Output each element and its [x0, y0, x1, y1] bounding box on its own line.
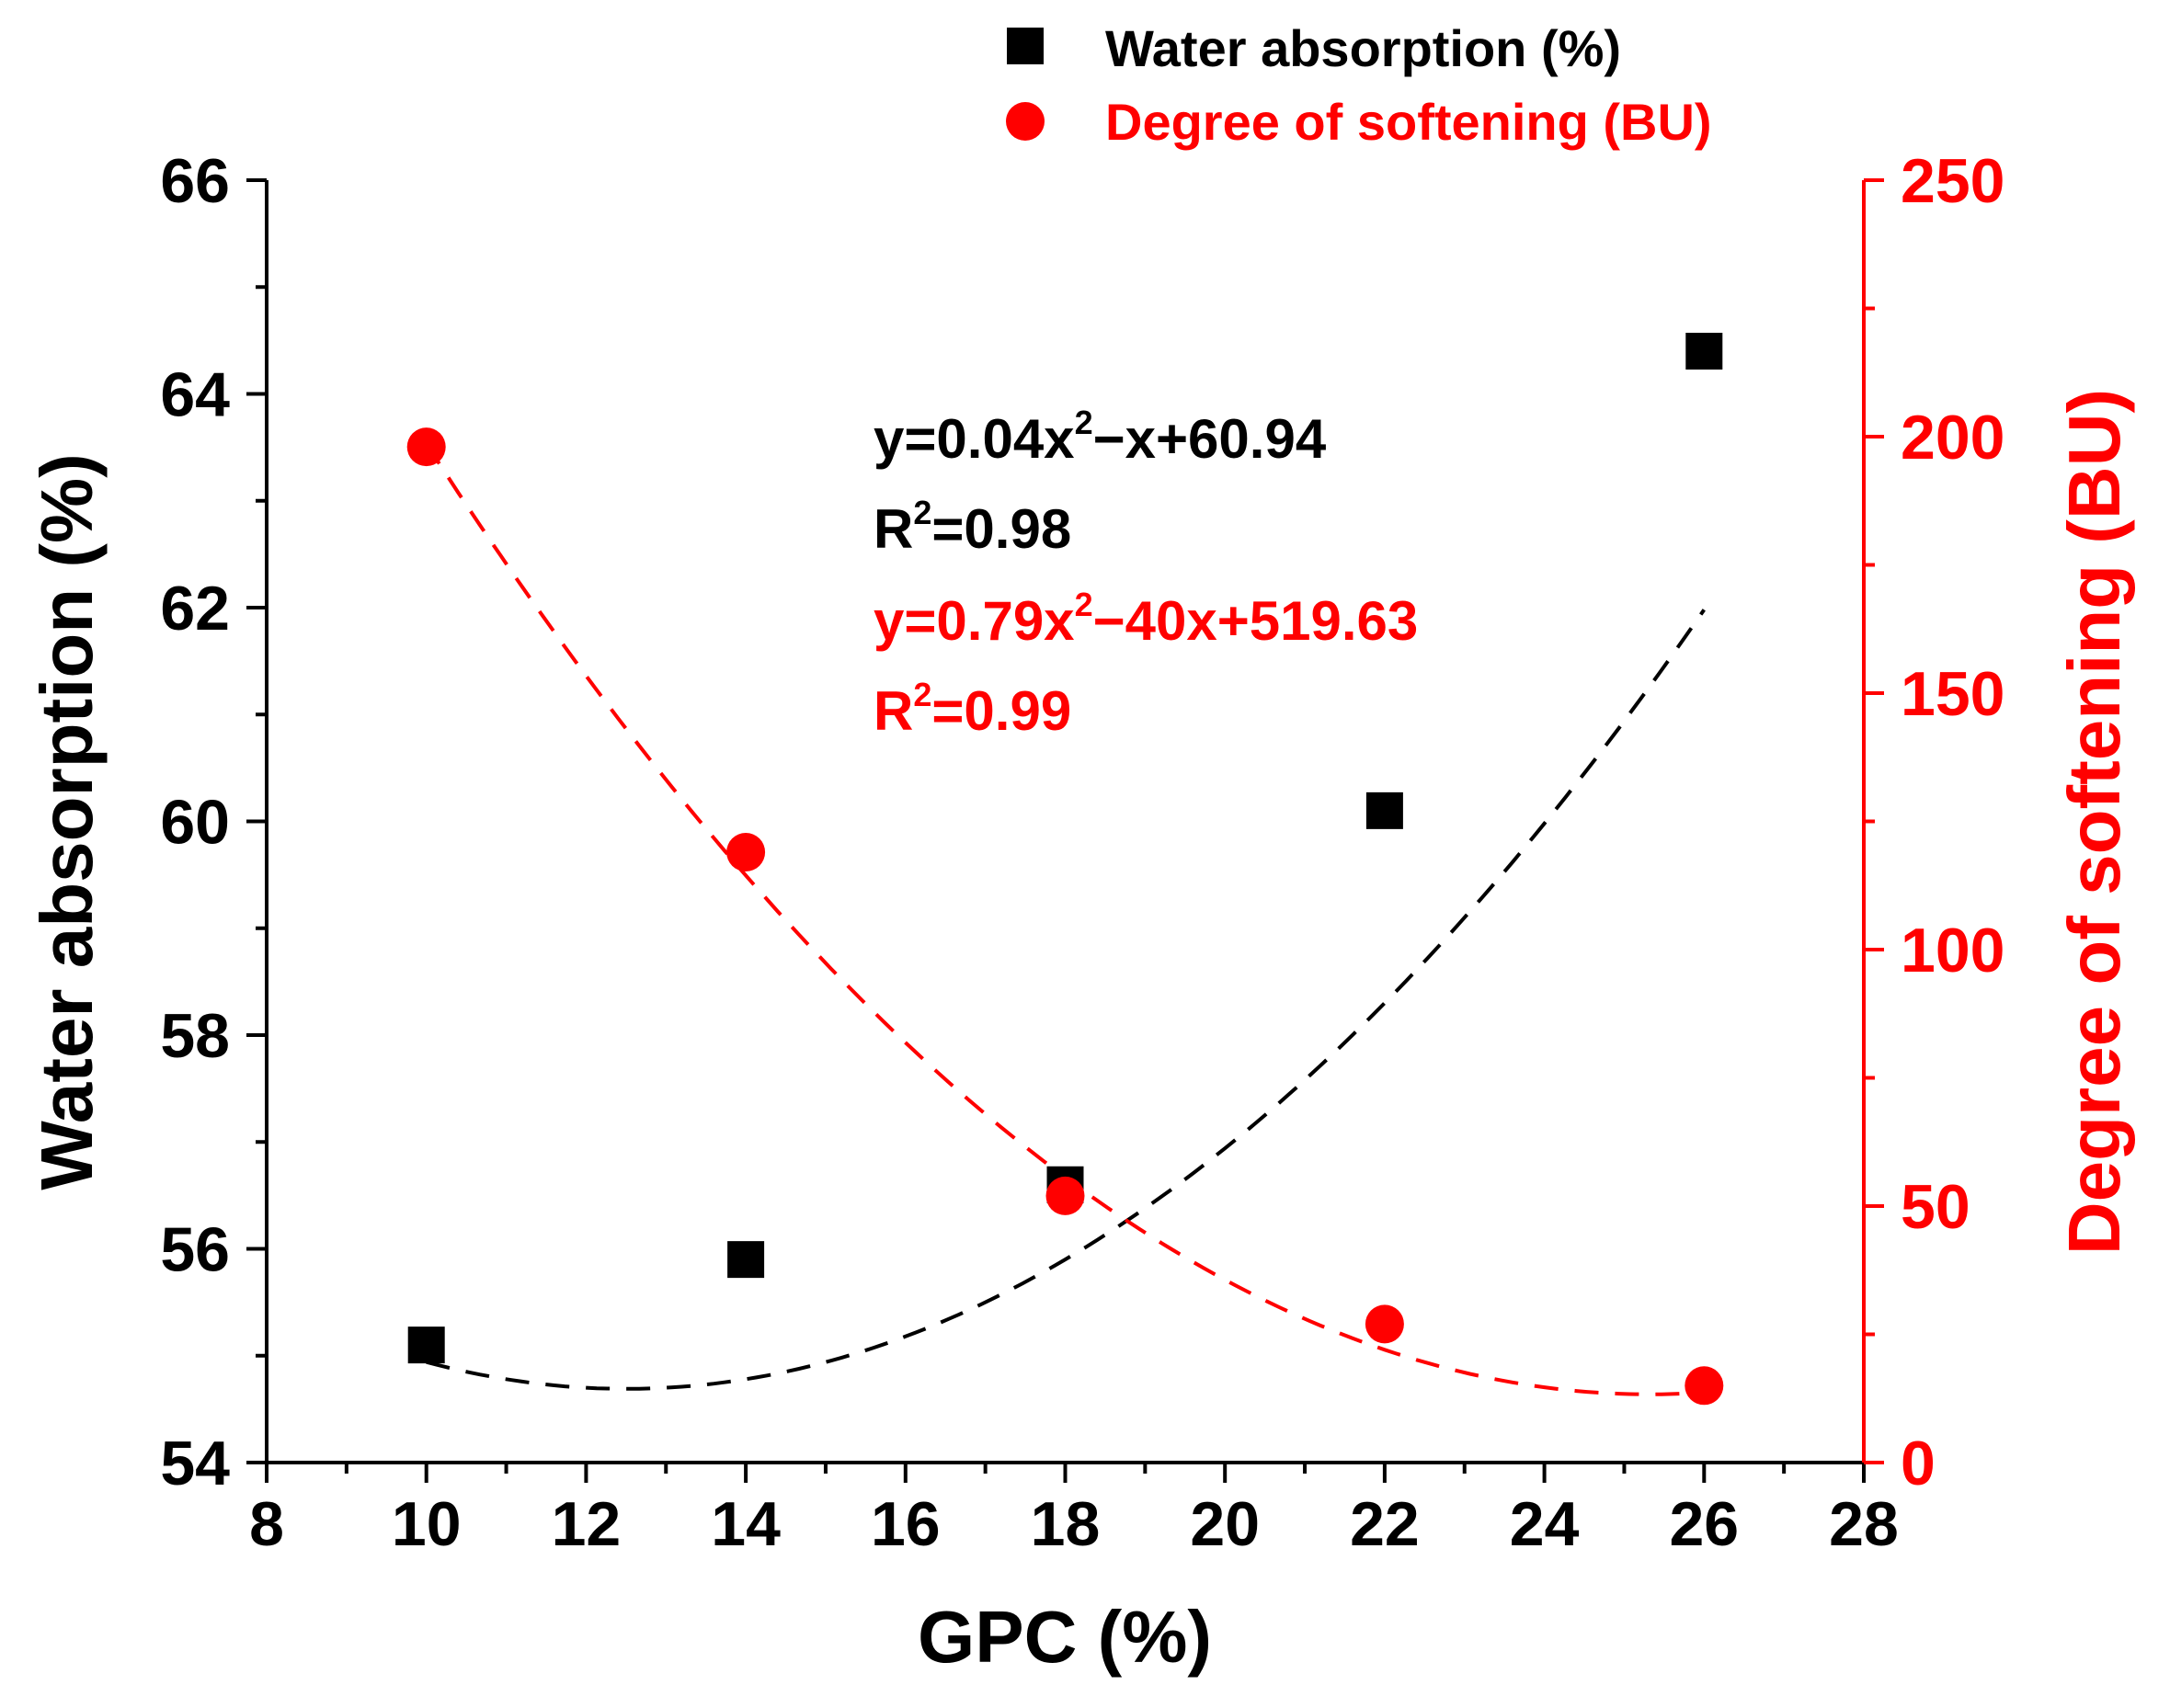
- x-tick-label: 26: [1669, 1489, 1739, 1559]
- y2-axis-title: Degree of softening (BU): [2053, 389, 2135, 1255]
- x-tick-label: 16: [871, 1489, 941, 1559]
- x-tick-label: 10: [392, 1489, 462, 1559]
- softening-point: [1045, 1176, 1085, 1215]
- softening-fit-curve: [425, 442, 1705, 1396]
- x-ticks: 8 10 12 14 16 18 20 22 24 26 28: [249, 1463, 1899, 1559]
- y2-tick-label: 0: [1901, 1429, 1936, 1498]
- legend-circle-marker: [1006, 102, 1045, 141]
- r2-water: R2=0.98: [874, 494, 1071, 560]
- x-tick-label: 24: [1510, 1489, 1580, 1559]
- softening-point: [1365, 1304, 1404, 1344]
- y2-tick-label: 250: [1901, 146, 2004, 216]
- y2-tick-label: 150: [1901, 659, 2004, 729]
- water-absorption-fit-curve: [426, 609, 1706, 1391]
- x-tick-label: 12: [552, 1489, 622, 1559]
- x-tick-label: 8: [249, 1489, 284, 1559]
- y2-ticks: 0 50 100 150 200 250: [1864, 146, 2004, 1498]
- legend-label-water: Water absorption (%): [1105, 19, 1621, 77]
- equation-water: y=0.04x2−x+60.94: [874, 404, 1327, 470]
- y-tick-label: 60: [160, 788, 230, 858]
- legend-square-marker: [1007, 28, 1044, 64]
- y-tick-label: 56: [160, 1215, 230, 1285]
- x-axis-title: GPC (%): [918, 1596, 1212, 1678]
- softening-point: [406, 427, 446, 467]
- equation-softening: y=0.79x2−40x+519.63: [874, 586, 1418, 652]
- y-axis-title: Water absorption (%): [26, 453, 108, 1190]
- y-tick-label: 66: [160, 146, 230, 216]
- legend: Water absorption (%) Degree of softening…: [1006, 19, 1712, 151]
- softening-point: [1685, 1366, 1724, 1406]
- x-tick-label: 18: [1031, 1489, 1101, 1559]
- y-tick-label: 54: [160, 1429, 230, 1498]
- water-absorption-point: [1365, 791, 1403, 829]
- x-tick-label: 28: [1829, 1489, 1899, 1559]
- y2-tick-label: 200: [1901, 403, 2004, 473]
- data-points: [406, 333, 1724, 1406]
- water-absorption-point: [407, 1327, 445, 1364]
- water-absorption-point: [727, 1241, 765, 1279]
- y-tick-label: 64: [160, 360, 230, 430]
- legend-label-softening: Degree of softening (BU): [1105, 93, 1712, 151]
- y2-tick-label: 50: [1901, 1172, 1970, 1242]
- x-tick-label: 14: [711, 1489, 781, 1559]
- y2-tick-label: 100: [1901, 916, 2004, 985]
- fit-curves: [425, 442, 1706, 1396]
- y-ticks: 54 56 58 60 62 64 66: [160, 146, 267, 1498]
- water-absorption-point: [1685, 333, 1723, 370]
- x-tick-label: 20: [1190, 1489, 1260, 1559]
- y-tick-label: 62: [160, 574, 230, 643]
- r2-softening: R2=0.99: [874, 676, 1071, 742]
- softening-point: [726, 832, 766, 871]
- x-tick-label: 22: [1350, 1489, 1420, 1559]
- y-tick-label: 58: [160, 1001, 230, 1071]
